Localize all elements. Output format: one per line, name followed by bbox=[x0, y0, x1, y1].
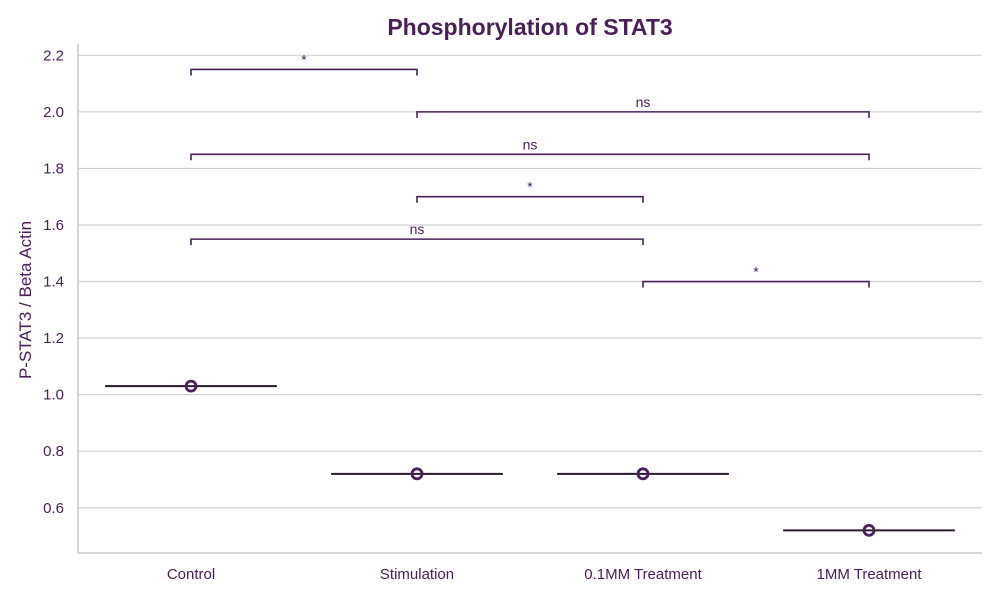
y-tick-label: 2.2 bbox=[43, 47, 64, 64]
significance-label: ns bbox=[636, 94, 651, 110]
x-tick-label: Stimulation bbox=[380, 566, 454, 583]
x-tick-labels: Control Stimulation 0.1MM Treatment 1MM Tre… bbox=[167, 566, 923, 583]
axis-layer bbox=[77, 44, 982, 554]
data-point bbox=[862, 523, 876, 537]
significance-bracket bbox=[190, 68, 418, 76]
significance-label: * bbox=[527, 179, 533, 195]
significance-bracket bbox=[190, 238, 644, 246]
data-point bbox=[636, 467, 650, 481]
x-tick-label: 0.1MM Treatment bbox=[584, 566, 702, 583]
y-tick-label: 0.6 bbox=[43, 500, 64, 517]
significance-brackets: * ns ns * ns * bbox=[190, 51, 870, 288]
y-tick-label: 1.2 bbox=[43, 330, 64, 347]
grid-layer bbox=[78, 54, 982, 509]
significance-label: * bbox=[753, 264, 759, 280]
chart-title: Phosphorylation of STAT3 bbox=[387, 14, 672, 40]
data-point bbox=[410, 467, 424, 481]
y-tick-label: 1.0 bbox=[43, 387, 64, 404]
y-tick-label: 1.8 bbox=[43, 160, 64, 177]
y-tick-label: 0.8 bbox=[43, 443, 64, 460]
significance-bracket bbox=[190, 153, 870, 161]
significance-label: * bbox=[301, 51, 307, 67]
y-tick-label: 2.0 bbox=[43, 104, 64, 121]
significance-bracket bbox=[416, 195, 644, 203]
y-axis-label: P-STAT3 / Beta Actin bbox=[16, 221, 35, 379]
y-tick-label: 1.6 bbox=[43, 217, 64, 234]
y-tick-labels: 0.6 0.8 1.0 1.2 1.4 1.6 1.8 2.0 2.2 bbox=[43, 47, 64, 516]
x-tick-label: 1MM Treatment bbox=[816, 566, 922, 583]
y-tick-label: 1.4 bbox=[43, 274, 64, 291]
x-tick-label: Control bbox=[167, 566, 215, 583]
significance-bracket bbox=[642, 280, 870, 288]
data-points bbox=[184, 379, 876, 537]
significance-bracket bbox=[416, 111, 870, 118]
data-point bbox=[184, 379, 198, 393]
median-lines bbox=[105, 385, 955, 532]
significance-label: ns bbox=[523, 136, 538, 152]
significance-label: ns bbox=[410, 221, 425, 237]
